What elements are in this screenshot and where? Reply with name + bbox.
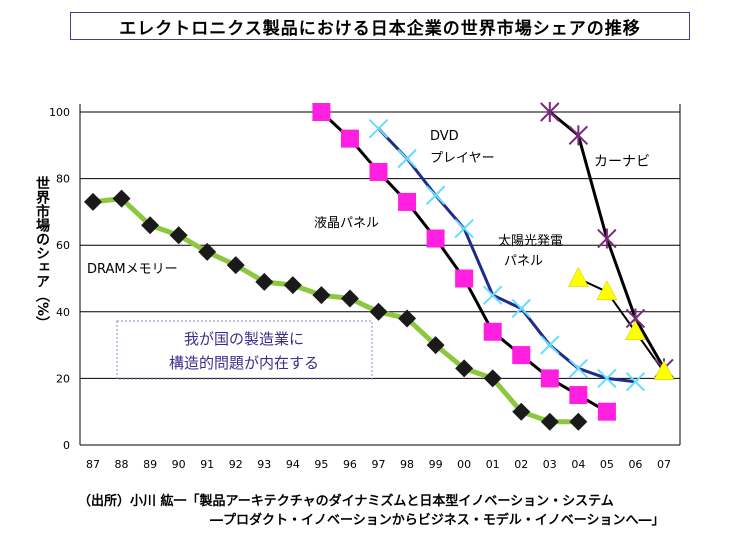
x-tick-96: 96: [343, 458, 357, 471]
x-tick-03: 03: [543, 458, 557, 471]
marker-s0-00: [455, 359, 474, 378]
axes: [79, 104, 681, 446]
series-line-2: [377, 127, 636, 384]
grid-lines: [80, 111, 680, 379]
y-tick-60: 60: [56, 239, 70, 252]
series-label-1: 液晶パネル: [314, 216, 379, 231]
marker-s1-02: [512, 346, 531, 365]
y-tick-0: 0: [63, 439, 70, 452]
marker-s2-98: [397, 148, 417, 169]
marker-s0-97: [369, 302, 388, 321]
marker-s0-03: [540, 412, 559, 431]
x-tick-93: 93: [257, 458, 271, 471]
marker-s0-91: [198, 242, 217, 261]
x-tick-07: 07: [657, 458, 671, 471]
x-tick-02: 02: [514, 458, 528, 471]
marker-s1-99: [426, 229, 445, 248]
y-tick-20: 20: [56, 372, 70, 385]
x-tick-labels: 87 88 89 90 91 92 93 94 95 96 97 98 99 00 01 02 03 04 05 06…: [86, 458, 671, 471]
series-line-4: [577, 277, 665, 373]
marker-s2-06: [625, 372, 646, 392]
x-tick-91: 91: [200, 458, 214, 471]
marker-s0-92: [226, 256, 245, 275]
y-tick-100: 100: [49, 106, 70, 119]
marker-s1-00: [455, 269, 474, 288]
marker-s1-95: [312, 103, 331, 121]
series-label-0: DRAMメモリー: [87, 262, 178, 277]
x-tick-92: 92: [229, 458, 243, 471]
marker-s3-05: [597, 228, 617, 249]
x-tick-97: 97: [372, 458, 386, 471]
marker-s0-96: [340, 289, 359, 308]
source-note: （出所）小川 紘一「製品アーキテクチャのダイナミズムと日本型イノベーション・シス…: [78, 492, 664, 530]
marker-s2-05: [597, 368, 617, 389]
x-tick-98: 98: [400, 458, 414, 471]
marker-s1-98: [398, 192, 417, 211]
x-tick-90: 90: [172, 458, 186, 471]
series-line-0: [92, 196, 579, 425]
callout-line-1: 我が国の製造業に: [184, 330, 304, 348]
marker-s2-03: [540, 335, 560, 355]
marker-s0-89: [141, 216, 160, 235]
marker-s2-04: [568, 358, 589, 379]
marker-s3-03: [540, 102, 560, 122]
marker-s2-01: [482, 285, 503, 305]
marker-s1-96: [340, 129, 359, 148]
marker-s0-95: [312, 286, 331, 305]
marker-s0-90: [169, 226, 188, 245]
y-tick-labels: 0 20 40 60 80 100: [49, 106, 70, 452]
marker-s3-04: [568, 125, 589, 146]
marker-s0-02: [512, 402, 531, 421]
x-tick-95: 95: [314, 458, 328, 471]
series-label-3: カーナビ: [594, 154, 650, 170]
marker-s0-99: [426, 336, 445, 355]
series-label-2-line-1: DVD: [430, 129, 459, 144]
marker-s1-05: [597, 402, 616, 421]
marker-s0-93: [255, 272, 274, 291]
x-tick-06: 06: [628, 458, 642, 471]
marker-s0-94: [283, 276, 302, 295]
y-tick-40: 40: [56, 306, 70, 319]
series-lines: [92, 110, 666, 425]
x-tick-01: 01: [486, 458, 500, 471]
marker-s0-87: [84, 192, 102, 211]
x-tick-05: 05: [600, 458, 614, 471]
series-label-2-line-2: プレイヤー: [430, 151, 495, 166]
source-line-1: （出所）小川 紘一「製品アーキテクチャのダイナミズムと日本型イノベーション・シス…: [78, 494, 614, 509]
marker-s1-04: [569, 386, 588, 405]
series-markers: [84, 102, 675, 431]
series-label-4-line-2: パネル: [504, 254, 543, 269]
marker-s2-97: [368, 118, 389, 139]
marker-s4-07: [653, 360, 675, 380]
marker-s0-01: [483, 369, 502, 388]
x-tick-89: 89: [143, 458, 157, 471]
marker-s0-04: [569, 412, 588, 431]
x-tick-00: 00: [457, 458, 471, 471]
marker-s4-04: [567, 266, 589, 287]
source-line-2: ―プロダクト・イノベーションからビジネス・モデル・イノベーションへ―」: [210, 513, 665, 528]
marker-s0-88: [112, 189, 131, 208]
chart-title: エレクトロニクス製品における日本企業の世界市場シェアの推移: [70, 12, 690, 40]
x-tick-88: 88: [115, 458, 129, 471]
marker-s4-05: [596, 280, 618, 301]
y-axis-label: 世界市場のシェア（%）: [34, 175, 51, 330]
callout-box: 我が国の製造業に 構造的問題が内在する: [116, 320, 373, 380]
marker-s2-99: [425, 185, 446, 205]
marker-s1-03: [540, 369, 559, 388]
x-tick-87: 87: [86, 458, 100, 471]
marker-s0-98: [398, 309, 417, 328]
marker-s2-02: [511, 298, 531, 319]
x-tick-04: 04: [571, 458, 585, 471]
marker-s2-00: [454, 218, 474, 239]
x-tick-99: 99: [429, 458, 443, 471]
callout-line-2: 構造的問題が内在する: [169, 354, 319, 372]
x-tick-94: 94: [286, 458, 300, 471]
y-tick-80: 80: [56, 173, 70, 186]
series-label-4-line-1: 太陽光発電: [498, 234, 563, 249]
marker-s1-97: [369, 162, 388, 181]
marker-s1-01: [483, 322, 502, 341]
marker-s4-06: [625, 320, 646, 341]
